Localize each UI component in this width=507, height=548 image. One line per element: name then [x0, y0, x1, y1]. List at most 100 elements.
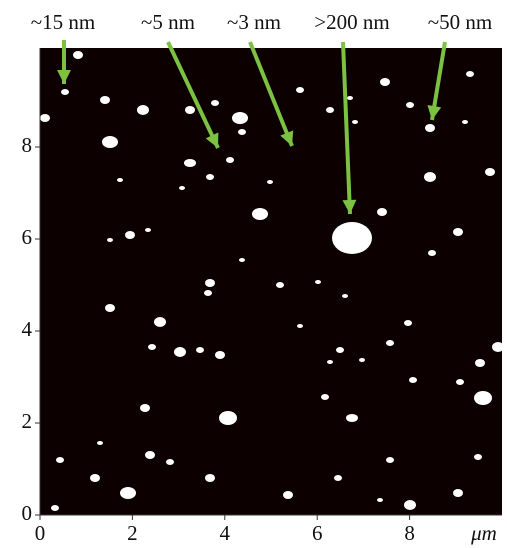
x-axis-label: μm [470, 521, 497, 545]
particle [296, 87, 304, 93]
particle [185, 106, 195, 114]
arrow-head [57, 70, 71, 84]
particle [326, 107, 334, 113]
particle [359, 358, 365, 362]
particles [40, 51, 504, 511]
x-tick-label: 0 [35, 521, 46, 545]
particle [283, 491, 293, 499]
particle [232, 112, 248, 124]
arrow-head [342, 199, 357, 214]
arrow-head [280, 130, 294, 146]
particle [321, 394, 329, 400]
particle [462, 120, 468, 124]
particle [184, 159, 196, 167]
particle [179, 186, 185, 190]
particle [51, 505, 59, 511]
particle [205, 474, 215, 482]
particle [404, 500, 416, 510]
particle [174, 347, 186, 357]
particle [456, 379, 464, 385]
particle [297, 324, 303, 328]
particle [406, 102, 414, 108]
particle [238, 129, 246, 135]
particle [166, 459, 174, 465]
particle [453, 489, 463, 497]
annotation: ~5 nm [141, 10, 195, 34]
particle [120, 487, 136, 499]
particle [73, 51, 83, 59]
particle [332, 222, 372, 254]
particle [145, 228, 151, 232]
particle [252, 208, 268, 220]
x-tick-label: 6 [312, 521, 323, 545]
arrow-shaft [166, 41, 220, 149]
particle [380, 78, 390, 86]
particle [117, 178, 123, 182]
particle [102, 136, 118, 148]
x-tick-label: 4 [220, 521, 231, 545]
arrow-head [427, 105, 442, 120]
particle [492, 342, 504, 352]
particle [334, 475, 342, 481]
arrow-shaft [248, 41, 294, 147]
particle [347, 96, 353, 100]
y-tick-label: 6 [22, 225, 33, 249]
particle [100, 96, 110, 104]
particle [352, 120, 358, 124]
particle [424, 172, 436, 182]
arrow-head [205, 132, 219, 148]
particle [219, 411, 237, 425]
y-tick-label: 8 [22, 133, 33, 157]
particle [342, 294, 348, 298]
particle [97, 441, 103, 445]
particle [90, 474, 100, 482]
particle [276, 282, 284, 288]
particle [40, 114, 50, 122]
particle [386, 340, 394, 346]
y-tick-label: 0 [22, 501, 33, 525]
y-tick-label: 2 [22, 409, 33, 433]
particle [327, 360, 333, 364]
particle [474, 391, 492, 405]
particle [453, 228, 463, 236]
annotation: >200 nm [314, 10, 389, 34]
particle [485, 168, 495, 176]
particle [239, 258, 245, 262]
particle [226, 157, 234, 163]
particle [105, 304, 115, 312]
particle [404, 320, 412, 326]
particle [205, 279, 215, 287]
particle [346, 414, 358, 422]
particle [409, 377, 417, 383]
annotation: ~15 nm [31, 10, 95, 34]
particle [107, 238, 113, 242]
particle [125, 231, 135, 239]
particle [315, 280, 321, 284]
particle [56, 457, 64, 463]
afm-image [40, 48, 502, 515]
y-tick-label: 4 [22, 317, 33, 341]
particle [267, 180, 273, 184]
arrow-shaft [341, 41, 352, 215]
particle [377, 498, 383, 502]
particle [206, 174, 214, 180]
particle [196, 347, 204, 353]
particle [145, 451, 155, 459]
particle [425, 124, 435, 132]
particle [211, 100, 219, 106]
x-tick-label: 2 [127, 521, 138, 545]
particle [475, 359, 485, 367]
particle [154, 317, 166, 327]
annotation: ~3 nm [227, 10, 281, 34]
x-tick-label: 8 [404, 521, 415, 545]
particle [428, 250, 436, 256]
particle [61, 89, 69, 95]
particle [466, 71, 474, 77]
particle [148, 344, 156, 350]
particle [137, 105, 149, 115]
annotation: ~50 nm [428, 10, 492, 34]
particle [215, 351, 225, 359]
particle [386, 457, 394, 463]
